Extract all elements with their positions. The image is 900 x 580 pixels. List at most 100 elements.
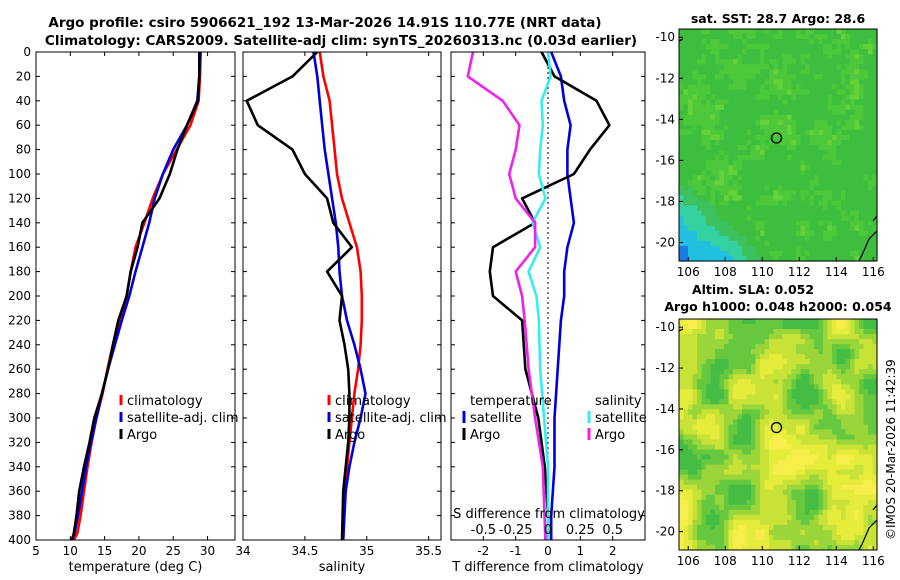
sla-map-cell [836, 359, 842, 365]
sla-map-cell [778, 369, 784, 375]
sst-map-cell [746, 185, 752, 191]
sst-map-cell [796, 225, 802, 232]
sst-map-cell [719, 39, 725, 45]
sst-map-cell [845, 255, 851, 262]
sst-map-cell [787, 175, 793, 181]
sst-map-cell [701, 94, 707, 101]
sst-map-cell [872, 195, 878, 202]
sst-map-cell [850, 94, 856, 101]
sla-map-cell [845, 409, 851, 416]
sla-map-cell [832, 419, 838, 426]
sla-map-cell [737, 499, 743, 506]
sla-map-cell [854, 344, 860, 350]
sst-map-cell [746, 245, 752, 252]
sst-map-cell [787, 79, 793, 86]
sla-map-cell [827, 474, 833, 481]
sla-map-cell [683, 419, 689, 426]
sst-map-cell [791, 165, 797, 171]
sst-map-cell [724, 205, 730, 212]
sla-map-cell [841, 474, 847, 481]
sst-map-cell [863, 119, 869, 126]
sla-map-cell [796, 484, 802, 491]
sst-map-cell [814, 69, 820, 75]
sla-map-cell [809, 459, 815, 466]
sla-map-cell [832, 349, 838, 355]
sla-map-cell [715, 534, 721, 541]
sla-map-cell [809, 329, 815, 335]
sst-map-cell [724, 235, 730, 242]
sla-map-cell [800, 524, 806, 531]
sla-map-cell [710, 424, 716, 431]
sla-map-cell [778, 439, 784, 446]
sla-map-cell [688, 454, 694, 461]
sla-map-cell [737, 329, 743, 335]
sla-map-cell [818, 399, 824, 405]
sst-map-cell [692, 54, 698, 60]
sst-map-cell [818, 170, 824, 176]
sst-map-cell [841, 74, 847, 81]
sst-map-cell [706, 39, 712, 45]
sla-map-cell [805, 359, 811, 365]
sst-map-cell [827, 104, 833, 111]
sla-map-cell [760, 439, 766, 446]
y-tick-label: 280 [8, 387, 31, 401]
sla-map-cell [791, 389, 797, 395]
sla-map-cell [814, 529, 820, 536]
sst-map-cell [787, 240, 793, 247]
sla-map-cell [850, 539, 856, 546]
sst-map-cell [764, 69, 770, 75]
sla-map-cell [719, 514, 725, 521]
sst-map-cell [854, 205, 860, 212]
sla-map-cell [769, 364, 775, 370]
legend-label: Argo [595, 428, 625, 443]
sla-map-cell [724, 389, 730, 395]
sla-map-cell [872, 349, 878, 355]
sla-map-cell [755, 379, 761, 385]
sla-map-cell [832, 329, 838, 335]
sla-map-cell [827, 439, 833, 446]
sst-map-cell [769, 139, 775, 146]
sst-map-cell [863, 155, 869, 161]
sst-map-cell [688, 114, 694, 121]
sla-map-cell [818, 409, 824, 416]
sst-map-cell [760, 235, 766, 242]
sla-map-cell [697, 539, 703, 546]
sst-map-cell [706, 155, 712, 161]
sla-map-cell [706, 409, 712, 416]
sst-map-cell [872, 44, 878, 50]
sst-map-cell [706, 104, 712, 111]
sst-map-cell [796, 150, 802, 156]
x-tick-label: -1 [510, 544, 522, 558]
sla-map-cell [692, 439, 698, 446]
sst-map-cell [872, 235, 878, 242]
sst-map-cell [872, 99, 878, 106]
sla-map-cell [724, 324, 730, 330]
sla-map-cell [872, 354, 878, 360]
sst-map-cell [845, 129, 851, 136]
sla-map-cell [845, 324, 851, 330]
sst-map-cell [809, 180, 815, 186]
sla-map-cell [863, 399, 869, 405]
sst-map-cell [809, 124, 815, 131]
sla-map-cell [760, 319, 766, 325]
sst-map-cell [850, 240, 856, 247]
sla-map-cell [841, 379, 847, 385]
sla-map-cell [764, 349, 770, 355]
sst-map-cell [764, 155, 770, 161]
sla-map-cell [715, 444, 721, 451]
sla-map-cell [872, 544, 878, 551]
sla-map-cell [841, 469, 847, 476]
sla-map-cell [782, 519, 788, 526]
sla-map-cell [706, 364, 712, 370]
sla-map-cell [854, 384, 860, 390]
sst-map-cell [706, 245, 712, 252]
sla-map-cell [710, 539, 716, 546]
sst-map-cell [764, 39, 770, 45]
sla-map-cell [854, 339, 860, 345]
sst-map-cell [791, 89, 797, 96]
sst-map-cell [827, 34, 833, 40]
sst-map-cell [836, 190, 842, 197]
sla-map-cell [710, 494, 716, 501]
sst-map-cell [683, 54, 689, 60]
sst-map-cell [715, 185, 721, 191]
